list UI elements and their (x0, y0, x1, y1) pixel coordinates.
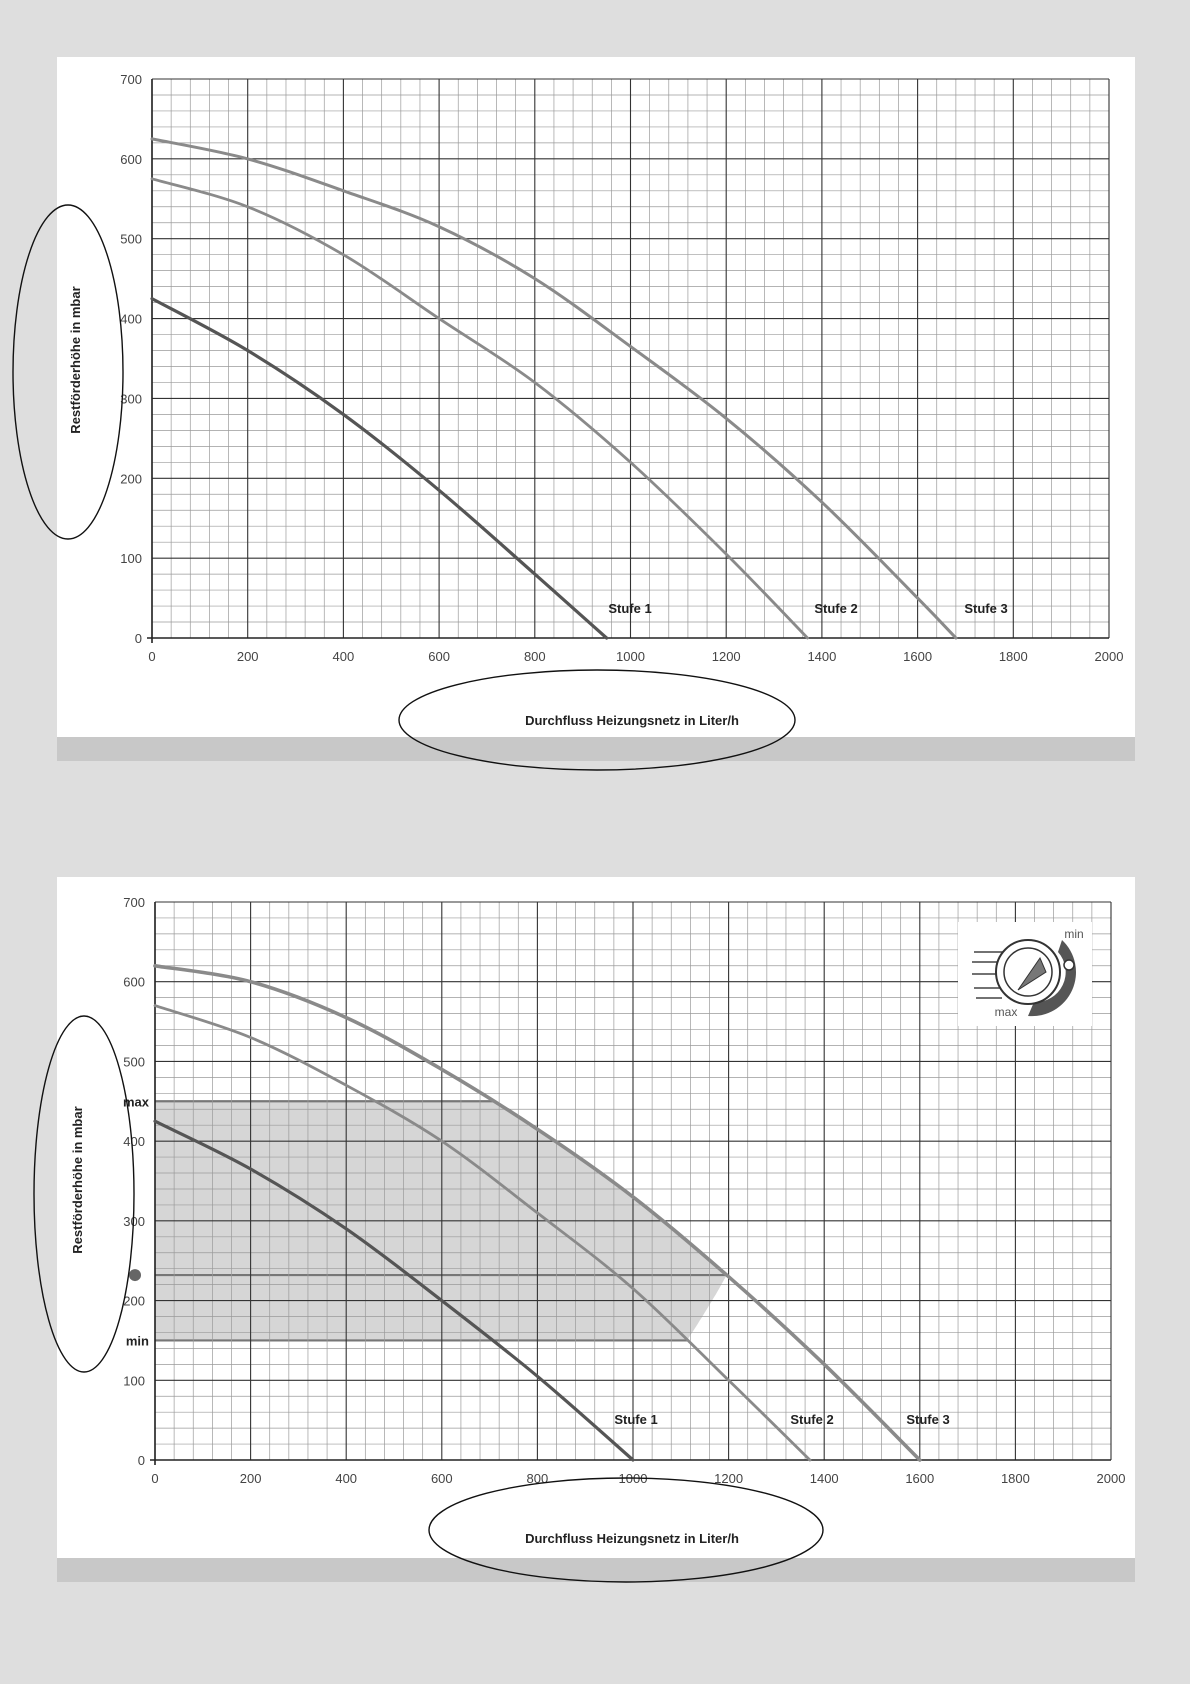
x-tick-label: 0 (148, 649, 155, 664)
y-axis-title: Restförderhöhe in mbar (70, 1106, 85, 1253)
x-tick-label: 1600 (905, 1471, 934, 1486)
annotation-ellipse-y-axis (33, 1015, 135, 1373)
y-tick-label: 400 (120, 312, 142, 327)
y-mark-max: max (123, 1094, 150, 1109)
y-tick-label: 0 (135, 631, 142, 646)
x-tick-label: 0 (151, 1471, 158, 1486)
chart-1-panel (57, 57, 1135, 737)
y-tick-label: 200 (120, 471, 142, 486)
x-tick-label: 2000 (1097, 1471, 1126, 1486)
annotation-ellipse-y-axis (12, 204, 124, 540)
x-tick-label: 1200 (714, 1471, 743, 1486)
y-tick-label: 300 (120, 391, 142, 406)
y-tick-label: 0 (138, 1453, 145, 1468)
x-tick-label: 1600 (903, 649, 932, 664)
chart-2: 0 200 400 600 800 1000 1200 1400 1600 1800 2000010… (33, 895, 1126, 1583)
x-axis-title: Durchfluss Heizungsnetz in Liter/h (525, 1531, 739, 1546)
chart-2-shadow (57, 1558, 1135, 1582)
y-tick-label: 400 (123, 1134, 145, 1149)
x-tick-label: 1000 (616, 649, 645, 664)
curve-stufe-1 (150, 297, 609, 640)
x-tick-label: 1200 (712, 649, 741, 664)
x-tick-label: 200 (237, 649, 259, 664)
dial-knob-icon (1063, 959, 1075, 971)
dial-pointer-icon (1017, 956, 1047, 991)
curve-stufe-3 (150, 137, 958, 640)
curve-stufe-1 (153, 1119, 635, 1462)
x-tick-label: 2000 (1095, 649, 1124, 664)
curve-label-stufe-2: Stufe 2 (790, 1412, 833, 1427)
y-tick-label: 200 (123, 1294, 145, 1309)
y-axis-title: Restförderhöhe in mbar (68, 286, 83, 433)
curve-label-stufe-1: Stufe 1 (614, 1412, 657, 1427)
x-tick-label: 600 (428, 649, 450, 664)
y-tick-label: 700 (120, 72, 142, 87)
x-tick-label: 200 (240, 1471, 262, 1486)
annotation-ellipse-x-axis (398, 669, 796, 771)
x-axis-title: Durchfluss Heizungsnetz in Liter/h (525, 713, 739, 728)
dial-arc-icon (1028, 940, 1076, 1017)
y-tick-label: 100 (120, 551, 142, 566)
annotation-ellipse-x-axis (428, 1477, 824, 1583)
y-tick-label: 600 (123, 975, 145, 990)
dial-min-label: min (1064, 927, 1083, 941)
pump-dial-icon: min max (958, 922, 1092, 1026)
y-tick-label: 600 (120, 152, 142, 167)
x-tick-label: 800 (524, 649, 546, 664)
y-tick-label: 100 (123, 1373, 145, 1388)
curve-stufe-2 (153, 1004, 812, 1462)
curve-stufe-3 (153, 964, 922, 1462)
x-tick-label: 1400 (810, 1471, 839, 1486)
y-tick-label: 700 (123, 895, 145, 910)
curve-label-stufe-2: Stufe 2 (814, 601, 857, 616)
x-tick-label: 400 (335, 1471, 357, 1486)
x-tick-label: 1400 (807, 649, 836, 664)
y-mark-dot (129, 1269, 141, 1282)
curve-label-stufe-3: Stufe 3 (964, 601, 1007, 616)
x-tick-label: 1800 (1001, 1471, 1030, 1486)
chart-1: 0 200 400 600 800 1000 1200 1400 1600 1800 2000 0 10… (12, 72, 1124, 771)
y-tick-label: 500 (120, 232, 142, 247)
y-tick-label: 500 (123, 1054, 145, 1069)
x-tick-label: 400 (333, 649, 355, 664)
curve-label-stufe-3: Stufe 3 (906, 1412, 949, 1427)
x-tick-label: 600 (431, 1471, 453, 1486)
curve-label-stufe-1: Stufe 1 (608, 601, 651, 616)
x-tick-label: 1800 (999, 649, 1028, 664)
curve-stufe-2 (150, 177, 809, 640)
y-mark-min: min (126, 1333, 149, 1348)
dial-max-label: max (995, 1005, 1018, 1019)
